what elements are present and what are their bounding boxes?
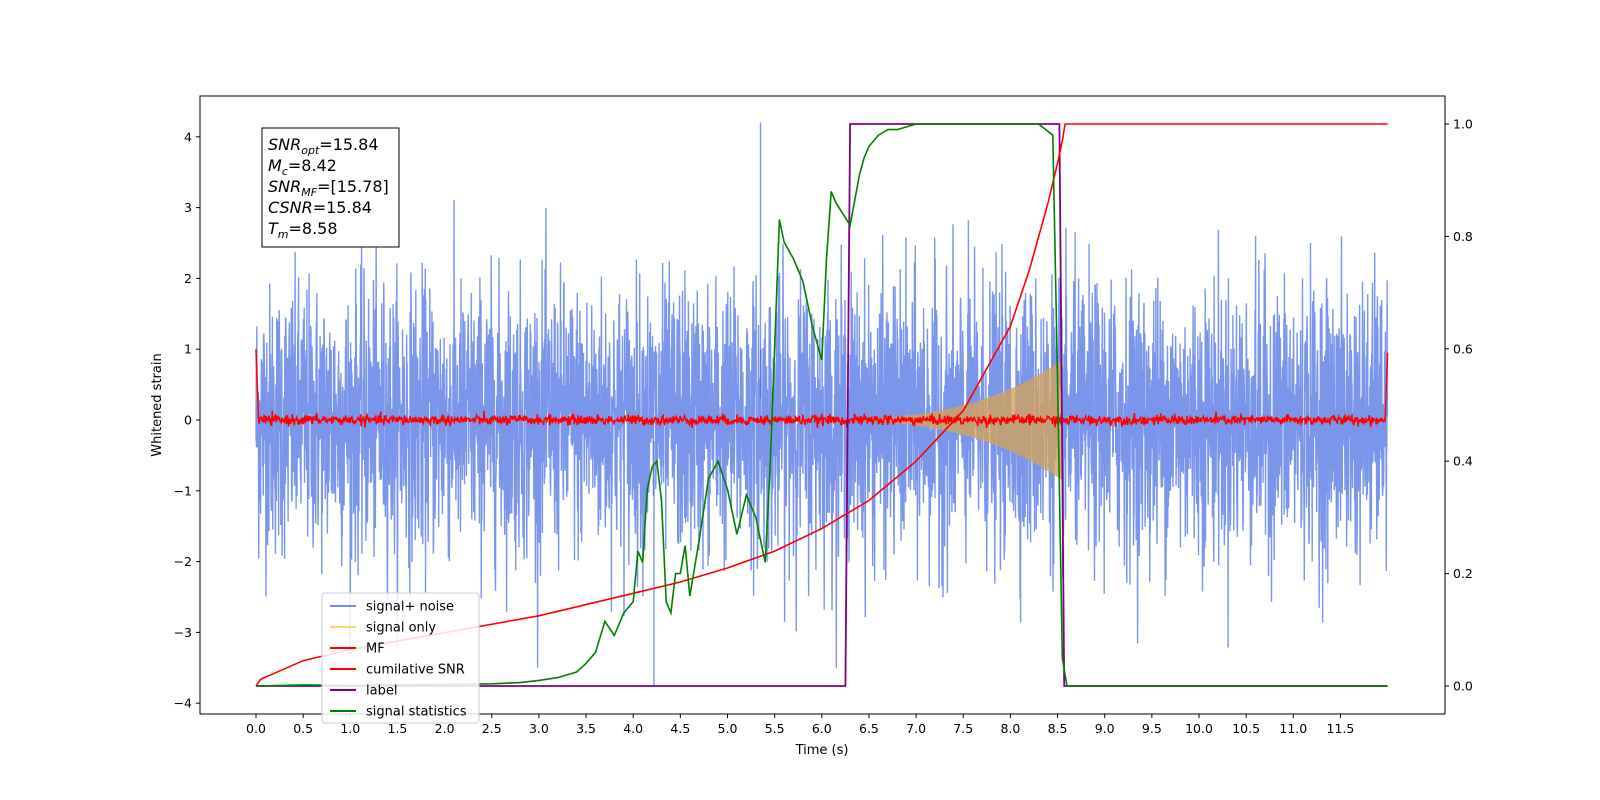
x-tick-label: 6.5	[859, 721, 879, 736]
left-y-tick-label: −4	[174, 696, 192, 711]
x-tick-label: 10.0	[1185, 721, 1213, 736]
x-tick-label: 2.0	[435, 721, 455, 736]
x-tick-label: 2.5	[482, 721, 502, 736]
x-tick-label: 6.0	[812, 721, 832, 736]
left-y-tick-label: 3	[184, 200, 192, 215]
x-tick-label: 5.5	[765, 721, 785, 736]
x-tick-label: 4.5	[670, 721, 690, 736]
x-axis-ticks: 0.0 0.5 1.0 1.5 2.0 2.5 3.0 3.5 4.0 4.5 5.0 5.5 6.0 6…	[246, 714, 1354, 736]
right-y-tick-label: 0.4	[1453, 454, 1473, 469]
legend-label: signal only	[366, 621, 436, 636]
legend-label: MF	[366, 642, 385, 657]
legend: signal+ noise signal only MF cumilative SNR…	[321, 592, 480, 724]
annotation-line: SNRopt=15.84	[268, 135, 379, 157]
x-tick-label: 11.5	[1327, 721, 1355, 736]
legend-label: label	[366, 684, 397, 699]
x-tick-label: 3.5	[576, 721, 596, 736]
x-tick-label: 0.5	[293, 721, 313, 736]
left-y-tick-label: 1	[184, 342, 192, 357]
plot-frame	[199, 95, 1446, 715]
x-tick-label: 4.0	[623, 721, 643, 736]
annotation-line: CSNR=15.84	[268, 198, 372, 217]
legend-frame	[321, 592, 480, 724]
x-tick-label: 11.0	[1279, 721, 1307, 736]
right-y-tick-label: 0.0	[1453, 679, 1473, 694]
stats-annotation-box: SNRopt=15.84Mc=8.42SNRMF=[15.78]CSNR=15.…	[261, 127, 400, 248]
x-tick-label: 9.5	[1142, 721, 1162, 736]
right-y-tick-label: 0.8	[1453, 229, 1473, 244]
right-y-tick-label: 1.0	[1453, 117, 1473, 132]
left-y-tick-label: 4	[184, 129, 192, 144]
x-tick-label: 1.5	[388, 721, 408, 736]
legend-label: cumilative SNR	[366, 663, 465, 678]
x-tick-label: 9.0	[1095, 721, 1115, 736]
x-tick-label: 5.0	[718, 721, 738, 736]
left-y-tick-label: −2	[174, 554, 192, 569]
left-y-tick-label: −3	[174, 625, 192, 640]
right-y-tick-label: 0.2	[1453, 566, 1473, 581]
x-tick-label: 3.0	[529, 721, 549, 736]
annotation-frame	[261, 127, 400, 248]
right-y-axis-ticks: 1.0 0.8 0.6 0.4 0.2 0.0	[1445, 117, 1473, 694]
y-axis-label: Whitened strain	[150, 353, 165, 456]
x-axis-label: Time (s)	[795, 743, 849, 758]
legend-label: signal+ noise	[366, 600, 454, 615]
x-tick-label: 8.5	[1048, 721, 1068, 736]
x-tick-label: 7.0	[906, 721, 926, 736]
right-y-tick-label: 0.6	[1453, 341, 1473, 356]
series-mf	[255, 349, 1389, 429]
annotation-line: Mc=8.42	[268, 156, 337, 178]
left-y-tick-label: 2	[184, 271, 192, 286]
left-y-axis-ticks: 4 3 2 1 0 −1 −2 −3 −4	[174, 129, 200, 711]
x-tick-label: 10.5	[1232, 721, 1260, 736]
annotation-line: Tm=8.58	[268, 219, 338, 241]
x-tick-label: 7.5	[953, 721, 973, 736]
mf-line	[255, 349, 1389, 429]
x-tick-label: 8.0	[1000, 721, 1020, 736]
x-tick-label: 0.0	[246, 721, 266, 736]
left-y-tick-label: 0	[184, 413, 192, 428]
legend-label: signal statistics	[366, 705, 467, 720]
annotation-line: SNRMF=[15.78]	[268, 177, 389, 199]
x-tick-label: 1.0	[340, 721, 360, 736]
left-y-tick-label: −1	[174, 483, 192, 498]
